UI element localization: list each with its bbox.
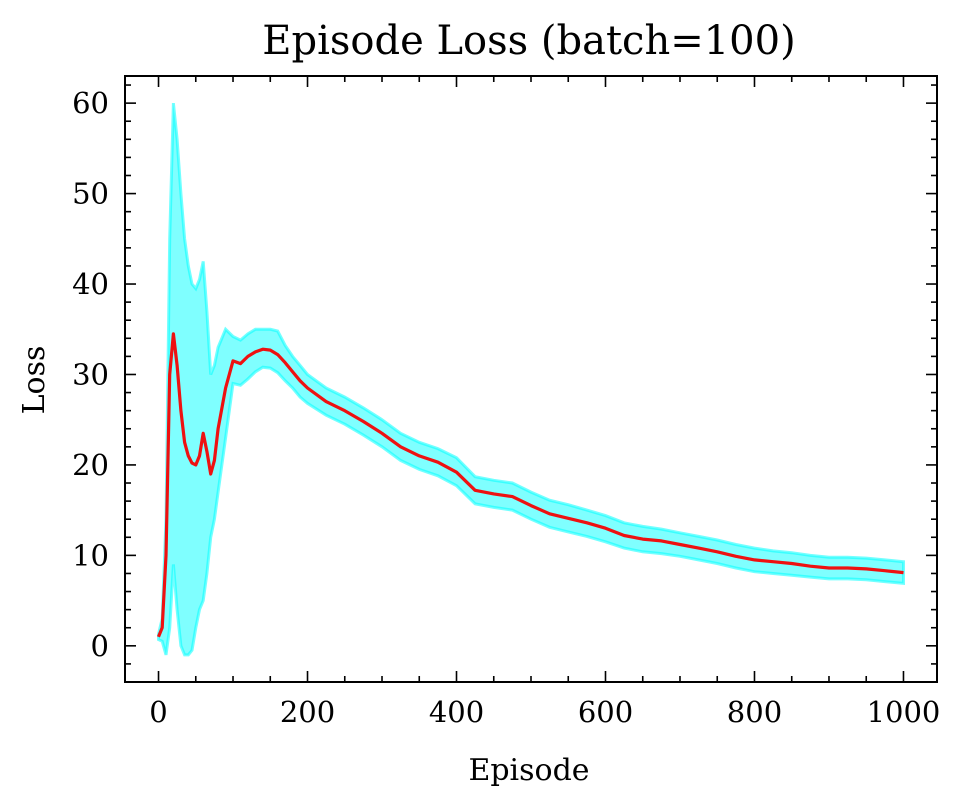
x-tick-label: 0 (149, 695, 167, 729)
x-tick-label: 1000 (867, 695, 941, 729)
confidence-band (157, 102, 905, 657)
y-tick-label: 40 (72, 267, 109, 301)
x-tick-label: 800 (727, 695, 782, 729)
x-tick-label: 400 (429, 695, 484, 729)
x-tick-label: 200 (280, 695, 335, 729)
y-tick-label: 20 (72, 448, 109, 482)
x-tick-label: 600 (578, 695, 633, 729)
mean-loss-line (157, 332, 904, 638)
x-axis-label: Episode (468, 753, 589, 788)
plot-frame (124, 75, 938, 683)
y-tick-label: 50 (72, 177, 109, 211)
y-tick-label: 0 (91, 629, 109, 663)
y-tick-label: 60 (72, 86, 109, 120)
axis-ticks: 0 200 400 600 800 1000 0 10 20 30 40 50 60 (72, 76, 940, 729)
y-axis-label: Loss (17, 346, 52, 415)
plot-area (157, 102, 905, 657)
chart-title: Episode Loss (batch=100) (262, 18, 795, 64)
y-tick-label: 10 (72, 538, 109, 572)
y-tick-label: 30 (72, 357, 109, 391)
